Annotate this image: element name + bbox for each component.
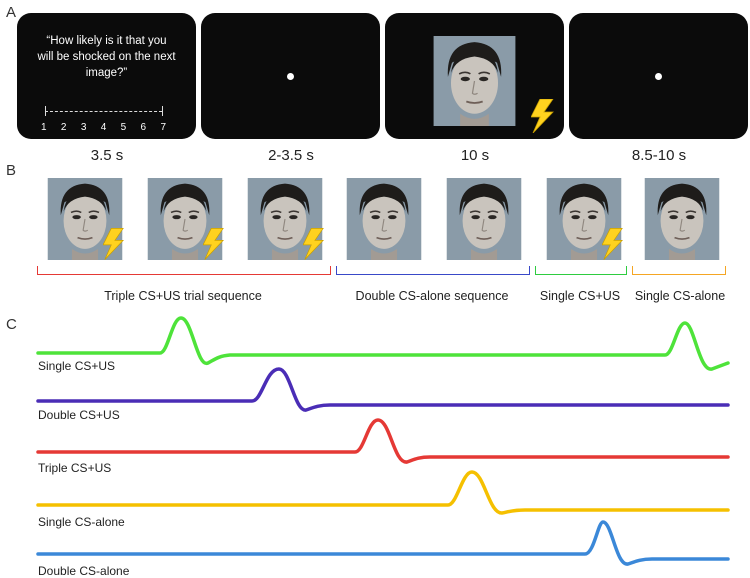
trace-single-cs-alone (36, 470, 730, 515)
lightning-bolt-icon (531, 99, 554, 133)
fixation-dot-icon (287, 73, 294, 80)
lightning-bolt-icon (202, 228, 225, 260)
duration-label: 10 s (460, 147, 490, 164)
scale-number: 6 (140, 122, 147, 133)
sequence-label: Single CS-alone (634, 289, 726, 303)
face-image (145, 178, 225, 260)
sequence-label: Triple CS+US trial sequence (104, 289, 262, 303)
rating-question: “How likely is it that you will be shock… (37, 35, 176, 79)
scale-tick-end (162, 106, 163, 116)
trace-triple-cs-us (36, 418, 730, 464)
face-stimulus (433, 36, 516, 126)
face-image (642, 178, 722, 260)
stimulus-screen (385, 13, 564, 139)
bracket-single-cs-us (535, 266, 627, 275)
duration-label: 2-3.5 s (268, 147, 314, 164)
scale-number: 3 (80, 122, 87, 133)
scale-number: 5 (120, 122, 127, 133)
fixation-dot-icon (655, 73, 662, 80)
lightning-bolt-icon (601, 228, 624, 260)
fixation-screen-2 (569, 13, 748, 139)
scale-number: 7 (160, 122, 166, 133)
face-image (344, 178, 424, 260)
scale-number: 1 (41, 122, 47, 133)
face-image (245, 178, 325, 260)
rating-scale-line (45, 111, 162, 112)
duration-label: 8.5-10 s (631, 147, 687, 164)
fixation-screen-1 (201, 13, 380, 139)
sequence-label: Double CS-alone sequence (355, 289, 509, 303)
shock-indicator (302, 228, 325, 265)
lightning-bolt-icon (302, 228, 325, 260)
sequence-label: Single CS+US (539, 289, 621, 303)
face-image (444, 178, 524, 260)
face-image (544, 178, 624, 260)
trace-label: Triple CS+US (38, 461, 112, 475)
rating-screen: “How likely is it that you will be shock… (17, 13, 196, 139)
panel-label-a: A (6, 4, 17, 21)
face-icon (433, 36, 516, 126)
duration-label: 3.5 s (90, 147, 124, 164)
shock-indicator (202, 228, 225, 265)
trace-label: Single CS-alone (38, 515, 125, 529)
trace-double-cs-us (36, 367, 730, 412)
scale-number: 4 (100, 122, 107, 133)
bracket-triple-cs-us (37, 266, 331, 275)
lightning-bolt-icon (102, 228, 125, 260)
shock-indicator (601, 228, 624, 265)
shock-indicator (102, 228, 125, 265)
trace-label: Double CS+US (38, 408, 120, 422)
panel-label-b: B (6, 162, 17, 179)
panel-label-c: C (6, 316, 17, 333)
scale-number: 2 (60, 122, 67, 133)
trace-double-cs-alone (36, 520, 730, 566)
trace-label: Single CS+US (38, 359, 116, 373)
trace-single-cs-us (36, 316, 730, 371)
trace-label: Double CS-alone (38, 564, 130, 578)
bracket-single-cs-alone (632, 266, 726, 275)
bracket-double-cs-alone (336, 266, 530, 275)
rating-scale-numbers: 1 2 3 4 5 6 7 (41, 122, 166, 133)
face-image (45, 178, 125, 260)
